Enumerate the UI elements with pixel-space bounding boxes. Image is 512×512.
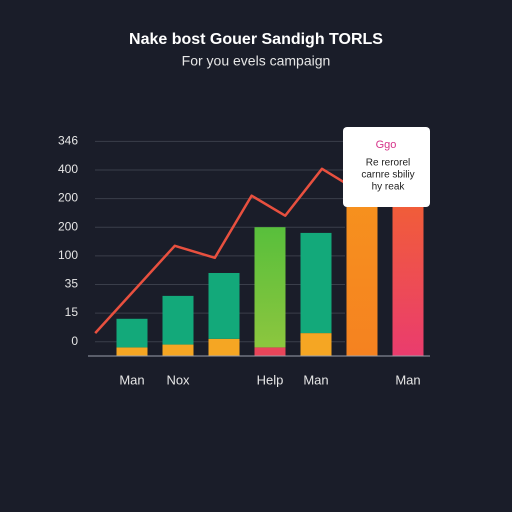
y-tick-label: 200 xyxy=(58,191,78,205)
tooltip: Ggo Re rerorel carnre sbiliy hy reak xyxy=(343,127,430,207)
tooltip-title: Ggo xyxy=(376,139,397,151)
tooltip-line: hy reak xyxy=(372,182,406,193)
bar-segment xyxy=(162,295,194,345)
bar-segment xyxy=(254,347,286,356)
x-tick-label: Help xyxy=(257,372,284,387)
y-tick-label: 400 xyxy=(58,162,78,176)
bar-segment xyxy=(116,347,148,356)
plot-area: 0 15 35 100 200 200 400 346 Man Nox Help Man Man xyxy=(58,133,424,387)
x-tick-label: Man xyxy=(303,372,328,387)
x-tick-label: Man xyxy=(119,372,144,387)
bar-segment xyxy=(254,227,286,348)
y-tick-label: 100 xyxy=(58,248,78,262)
bar-segment xyxy=(116,318,148,348)
tooltip-line: carnre sbiliy xyxy=(361,170,414,181)
bar-segment xyxy=(300,232,332,334)
chart-subtitle: For you evels campaign xyxy=(182,53,331,69)
y-tick-label: 0 xyxy=(71,334,78,348)
bar-segment xyxy=(208,272,240,339)
tooltip-box xyxy=(343,127,430,207)
bar-segment xyxy=(392,178,424,356)
y-tick-label: 200 xyxy=(58,219,78,233)
y-tick-label: 346 xyxy=(58,133,78,147)
bar-segment xyxy=(300,333,332,356)
bar-segment xyxy=(162,344,194,356)
x-tick-label: Man xyxy=(395,372,420,387)
bar-segment xyxy=(208,338,240,356)
y-tick-label: 35 xyxy=(65,277,79,291)
tooltip-line: Re rerorel xyxy=(366,158,410,169)
chart-title: Nake bost Gouer Sandigh TORLS xyxy=(129,31,383,48)
bar-segment xyxy=(346,178,378,356)
x-tick-label: Nox xyxy=(166,372,190,387)
trend-line xyxy=(94,167,351,334)
y-tick-label: 15 xyxy=(65,305,79,319)
